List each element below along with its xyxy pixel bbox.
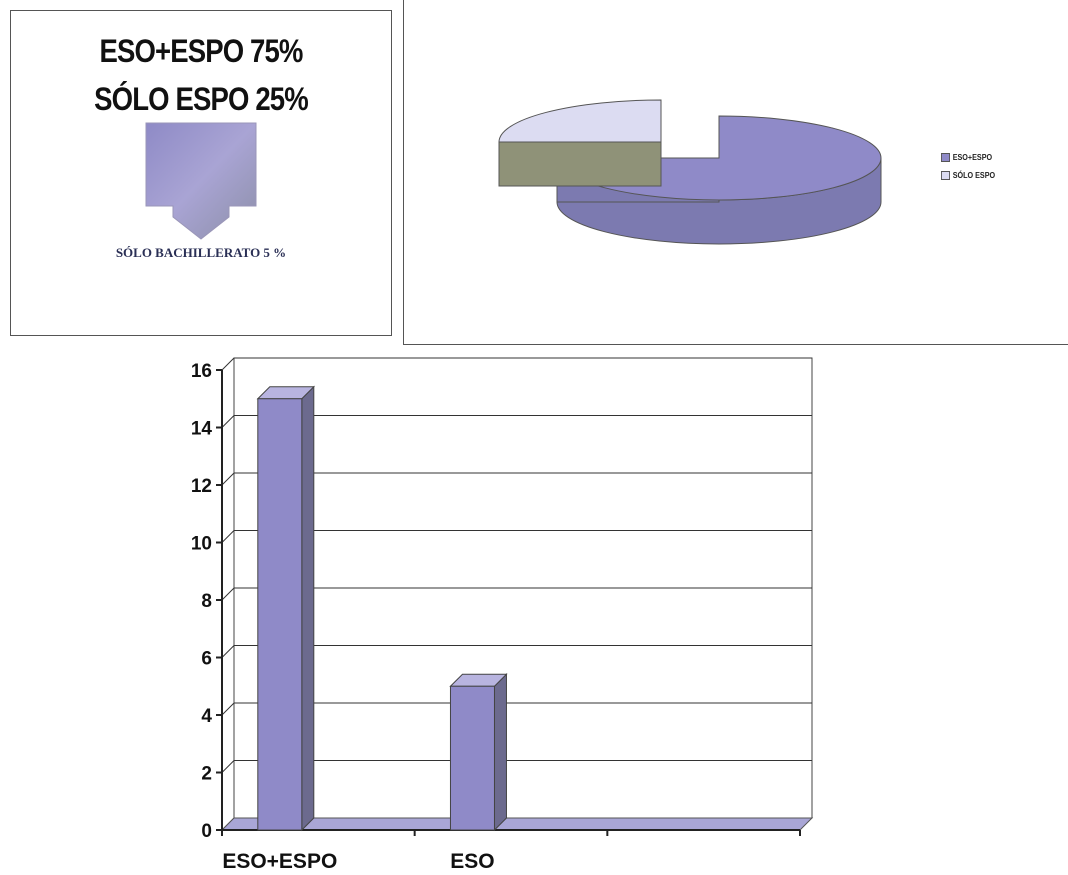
pie-chart [498,99,882,245]
legend-label-eso-espo: ESO+ESPO [952,152,993,162]
summary-line-eso-espo: ESO+ESPO 75% [99,33,303,69]
down-arrow-icon [145,122,257,240]
legend-label-solo-espo: SÓLO ESPO [952,170,996,180]
legend-swatch-solo-espo [941,170,950,180]
summary-panel: ESO+ESPO 75% SÓLO ESPO 25% SÓLO BACHILLE… [10,10,392,336]
y-tick-label: 12 [191,476,212,497]
gridline-side [221,472,235,486]
gridline-side [221,415,235,428]
y-tick-label: 8 [201,591,212,612]
gridline-side [221,645,235,658]
bar-eso [449,673,508,832]
gridline-side [221,530,235,543]
y-tick-label: 14 [191,419,213,440]
bar-front [257,398,303,831]
pie-chart-panel: ESO+ESPO SÓLO ESPO [403,0,1068,345]
x-category-label: ESO [450,850,494,873]
gridline-side [221,587,235,601]
y-tick-label: 0 [201,821,212,842]
y-tick-label: 6 [201,649,212,670]
bar-eso-espo [256,385,316,832]
legend-item-eso-espo: ESO+ESPO [941,148,995,166]
pie-legend: ESO+ESPO SÓLO ESPO [941,148,1001,184]
y-tick-label: 4 [201,706,212,727]
bar-side [493,673,507,832]
y-tick-label: 10 [191,534,212,555]
gridline-side [221,357,235,371]
y-tick-label: 2 [201,764,212,785]
solo-bachillerato-note: SÓLO BACHILLERATO 5 % [115,245,287,260]
x-category-label: ESO+ESPO [222,850,337,873]
summary-line-solo-espo: SÓLO ESPO 25% [94,81,309,117]
bar-front [449,685,495,831]
y-tick-label: 16 [191,361,212,382]
legend-item-solo-espo: SÓLO ESPO [941,166,995,184]
legend-swatch-eso-espo [941,152,950,162]
gridline-side [221,702,235,716]
pie-slice-solo-espo [498,99,662,187]
gridline-side [221,760,235,773]
bar-side [301,385,315,832]
bar-chart: 0 2 4 6 8 10 12 14 16 ESO+ESPO ESO [191,357,814,873]
